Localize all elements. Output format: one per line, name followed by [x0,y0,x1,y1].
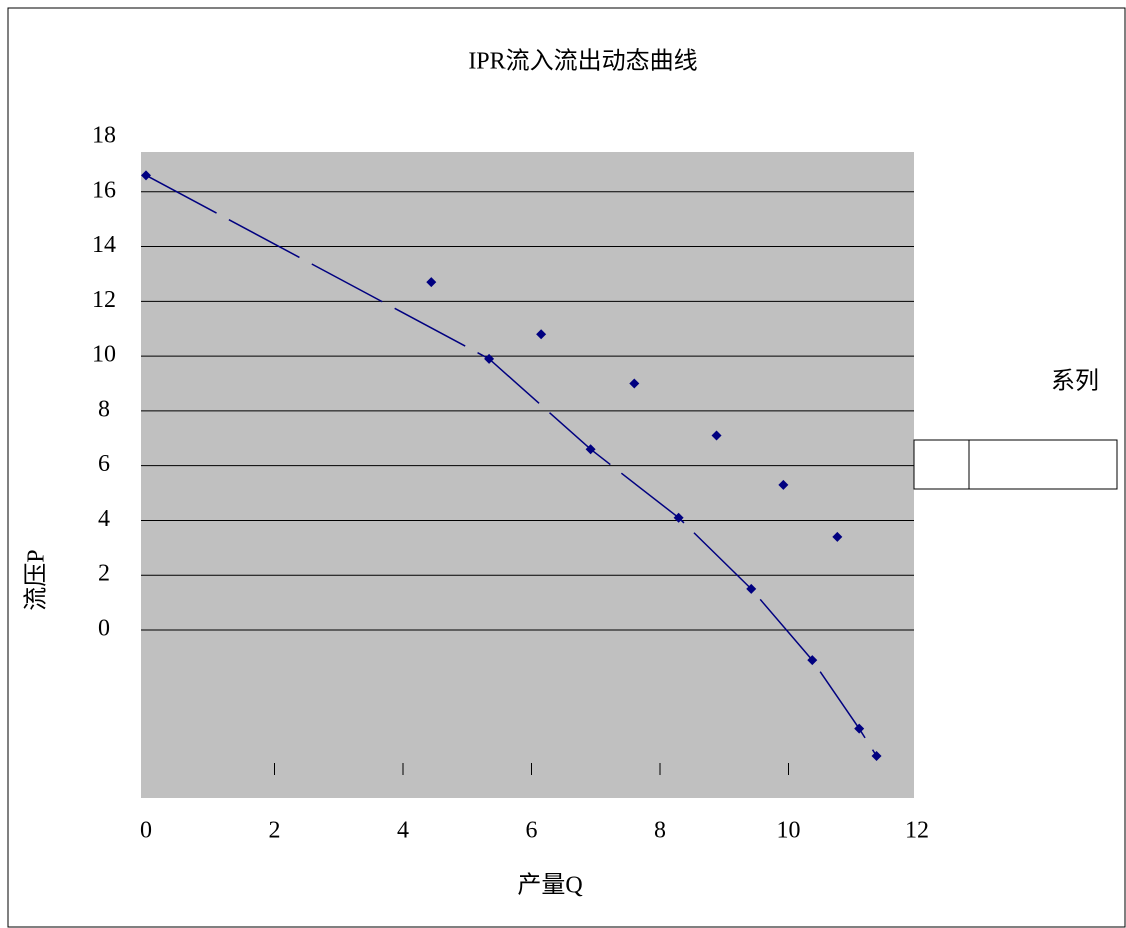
marker [778,479,789,490]
marker [673,512,684,523]
x-tick-label: 2 [269,818,281,844]
legend-label: 系列 [1051,368,1099,395]
marker [585,444,596,455]
y-tick-label: 2 [98,561,110,587]
legend-box [913,439,1118,490]
plot-area [141,152,914,798]
y-tick-label: 18 [92,123,116,149]
marker [746,583,757,594]
marker [629,378,640,389]
x-axis-label: 产量Q [517,872,582,899]
y-tick-label: 16 [92,177,116,203]
x-tick-label: 8 [654,818,666,844]
y-tick-label: 12 [92,287,116,313]
y-tick-label: 0 [98,616,110,642]
marker [484,353,495,364]
y-tick-label: 4 [98,506,110,532]
marker [832,531,843,542]
marker [871,750,882,761]
marker [807,655,818,666]
x-tick-label: 6 [526,818,538,844]
y-tick-label: 14 [92,232,116,258]
marker [536,329,547,340]
y-tick-label: 8 [98,396,110,422]
x-tick-label: 0 [140,818,152,844]
chart-title: IPR流入流出动态曲线 [468,48,697,75]
marker [141,170,151,181]
x-tick-label: 4 [397,818,409,844]
marker [854,723,865,734]
x-tick-label: 10 [777,818,801,844]
y-tick-label: 10 [92,342,116,368]
y-tick-label: 6 [98,451,110,477]
marker [426,277,437,288]
marker [711,430,722,441]
x-tick-label: 12 [905,818,929,844]
trend-line [145,174,878,757]
y-axis-label: 流压P [23,549,50,610]
